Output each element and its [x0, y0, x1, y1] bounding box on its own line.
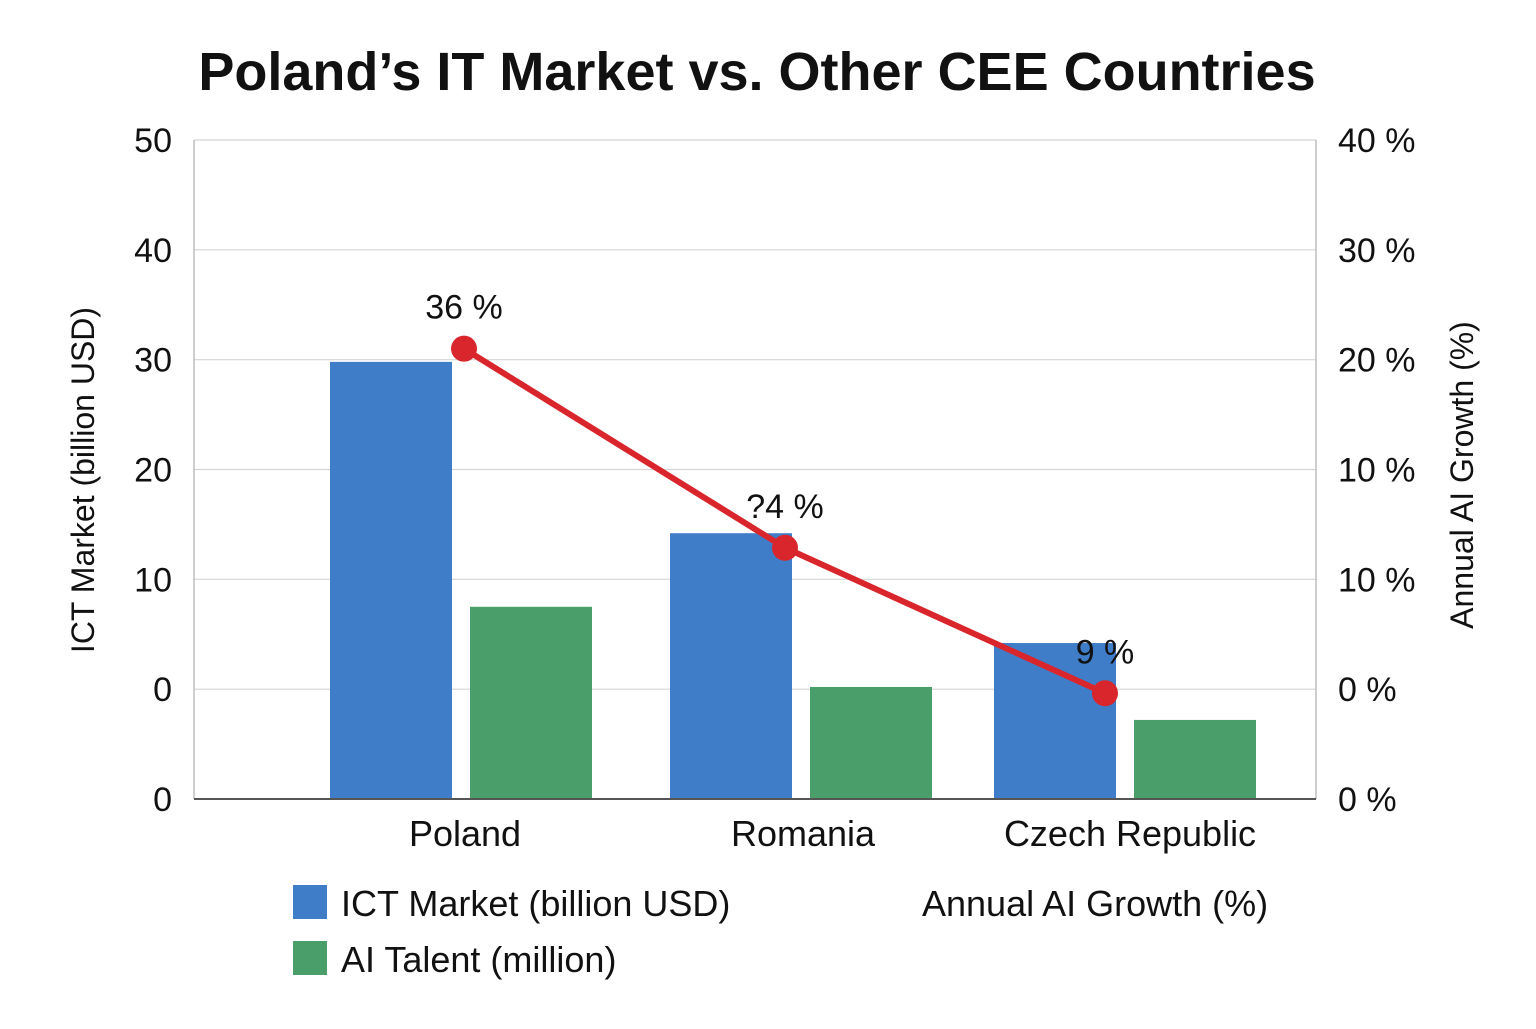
y2-tick-label: 30 % [1338, 232, 1416, 270]
legend-label: ICT Market (billion USD) [341, 883, 730, 924]
right-tick-labels: 0 % 0 % 10 % 10 % 20 % 30 % 40 % [1338, 122, 1416, 819]
y-axis-label: ICT Market (billion USD) [65, 307, 101, 653]
category-labels: Poland Romania Czech Republic [409, 813, 1256, 854]
growth-data-label: ?4 % [746, 488, 824, 526]
axes [193, 140, 1317, 800]
y-tick-label: 50 [134, 122, 172, 160]
chart-title: Poland’s IT Market vs. Other CEE Countri… [198, 42, 1315, 102]
y-tick-label: 20 [134, 452, 172, 490]
bar [330, 361, 452, 799]
legend-swatch [293, 941, 327, 975]
y-tick-label: 10 [134, 561, 172, 599]
growth-point [451, 335, 477, 362]
bar [1134, 719, 1256, 799]
left-tick-labels: 0 0 10 20 30 40 50 [134, 122, 172, 819]
category-label: Poland [409, 813, 521, 854]
y-tick-label: 0 [153, 671, 172, 709]
y2-tick-label: 0 % [1338, 671, 1397, 709]
growth-data-label: 36 % [425, 289, 503, 327]
y2-tick-label: 10 % [1338, 561, 1416, 599]
y-tick-label: 40 [134, 232, 172, 270]
bar [470, 606, 592, 799]
category-label: Czech Republic [1004, 813, 1256, 854]
category-label: Romania [731, 813, 876, 854]
growth-line: 36 % ?4 % 9 % [425, 289, 1134, 707]
y2-tick-label: 40 % [1338, 122, 1416, 160]
bar [670, 533, 792, 799]
legend-label: Annual AI Growth (%) [922, 883, 1268, 924]
growth-data-label: 9 % [1076, 633, 1135, 671]
legend-swatch [293, 885, 327, 919]
growth-point [1092, 680, 1118, 707]
growth-point [772, 534, 798, 561]
y2-tick-label: 20 % [1338, 342, 1416, 380]
bars [330, 361, 1256, 799]
y-tick-label: 30 [134, 342, 172, 380]
y2-tick-label: 0 % [1338, 781, 1397, 819]
y2-tick-label: 10 % [1338, 452, 1416, 490]
legend-label: AI Talent (million) [341, 939, 616, 980]
y2-axis-label: Annual AI Growth (%) [1444, 321, 1480, 629]
bar [810, 686, 932, 799]
legend: ICT Market (billion USD) AI Talent (milli… [293, 883, 1268, 980]
y-tick-label: 0 [153, 781, 172, 819]
